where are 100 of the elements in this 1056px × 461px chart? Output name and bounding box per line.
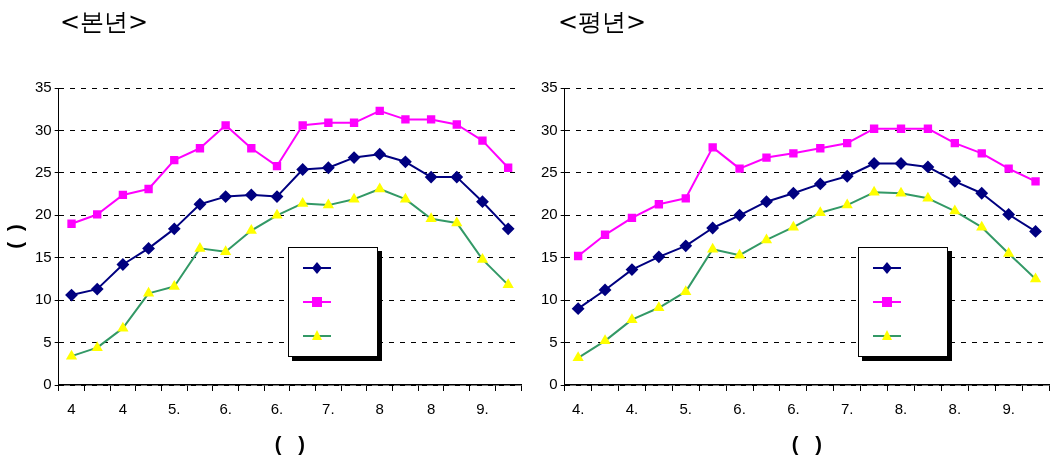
y-tick-label: 0 [549, 375, 558, 393]
point [923, 124, 933, 133]
point [761, 234, 772, 244]
point [296, 163, 309, 176]
point [324, 118, 333, 127]
point [1030, 273, 1041, 283]
point [950, 138, 960, 148]
point [627, 314, 637, 323]
point [1002, 208, 1015, 221]
point [788, 221, 799, 231]
point [869, 186, 880, 196]
x-tick-label: 8 [426, 400, 436, 418]
point [895, 157, 908, 170]
point [195, 242, 205, 252]
point [653, 302, 664, 312]
x-tick-label: 8. [894, 400, 908, 418]
point [814, 177, 827, 190]
point [66, 350, 77, 360]
y-tick-label: 15 [541, 247, 558, 265]
point [502, 222, 515, 235]
y-tick-label: 30 [541, 120, 558, 138]
point [760, 195, 773, 208]
y-tick-label: 5 [549, 332, 558, 350]
point [733, 209, 746, 222]
point [843, 138, 852, 148]
point [221, 121, 230, 130]
point [452, 120, 461, 129]
y-tick-label: 5 [43, 332, 52, 350]
x-tick-label: 9. [1002, 400, 1015, 418]
point [599, 283, 612, 296]
point [401, 115, 410, 124]
y-tick-label: 35 [35, 78, 52, 96]
point [815, 207, 826, 216]
point [298, 121, 307, 130]
point [735, 164, 744, 173]
point [600, 335, 610, 345]
point [896, 124, 906, 133]
point [652, 250, 665, 263]
point [349, 193, 359, 203]
x-tick-label: 6. [787, 400, 800, 418]
point [399, 155, 412, 168]
x-tick-label: 7. [840, 400, 854, 418]
point [1029, 225, 1042, 238]
point [977, 149, 986, 158]
point [67, 219, 76, 228]
point [220, 246, 231, 256]
point [921, 160, 934, 173]
point [869, 124, 879, 133]
x-tick-label: 6. [733, 400, 746, 418]
y-tick-label: 10 [35, 290, 52, 308]
point [681, 194, 690, 203]
point [789, 149, 798, 158]
point [762, 153, 771, 162]
point [425, 171, 438, 184]
chart-title: <평년> [558, 7, 647, 38]
point [400, 193, 411, 203]
point [1031, 177, 1040, 186]
point [322, 161, 335, 174]
point [323, 199, 334, 209]
point [272, 209, 282, 219]
point [373, 148, 386, 161]
point [247, 144, 256, 153]
point [503, 279, 514, 289]
x-tick-label: 9. [476, 400, 489, 418]
y-tick-label: 30 [35, 120, 52, 138]
point [708, 143, 717, 152]
point [118, 322, 128, 332]
y-tick-label: 35 [541, 78, 558, 96]
y-tick-label: 25 [541, 163, 558, 180]
point [573, 251, 583, 261]
point [600, 230, 610, 239]
point [195, 144, 205, 153]
point [949, 205, 960, 215]
point [842, 199, 853, 209]
point [680, 286, 691, 295]
x-tick-label: 5. [679, 400, 693, 418]
x-tick-label: 5. [168, 400, 181, 418]
point [142, 242, 155, 255]
x-tick-label: 8. [948, 400, 962, 418]
x-tick-label: 4. [625, 400, 639, 418]
y-tick-label: 25 [35, 163, 52, 180]
point [349, 118, 359, 127]
point [948, 175, 961, 188]
point [451, 217, 462, 227]
point [143, 287, 154, 297]
point [1004, 164, 1013, 173]
x-tick-label: 8 [375, 400, 384, 418]
point [118, 190, 128, 200]
point [896, 187, 906, 197]
y-tick-label: 20 [35, 205, 52, 223]
point [841, 170, 854, 183]
point [573, 352, 584, 362]
point [169, 281, 180, 290]
y-tick-label: 0 [43, 375, 52, 393]
point [816, 144, 825, 153]
chart-title: <본년> [60, 7, 149, 38]
point [868, 157, 881, 170]
point [116, 258, 129, 271]
point [246, 225, 257, 234]
point [297, 197, 308, 207]
